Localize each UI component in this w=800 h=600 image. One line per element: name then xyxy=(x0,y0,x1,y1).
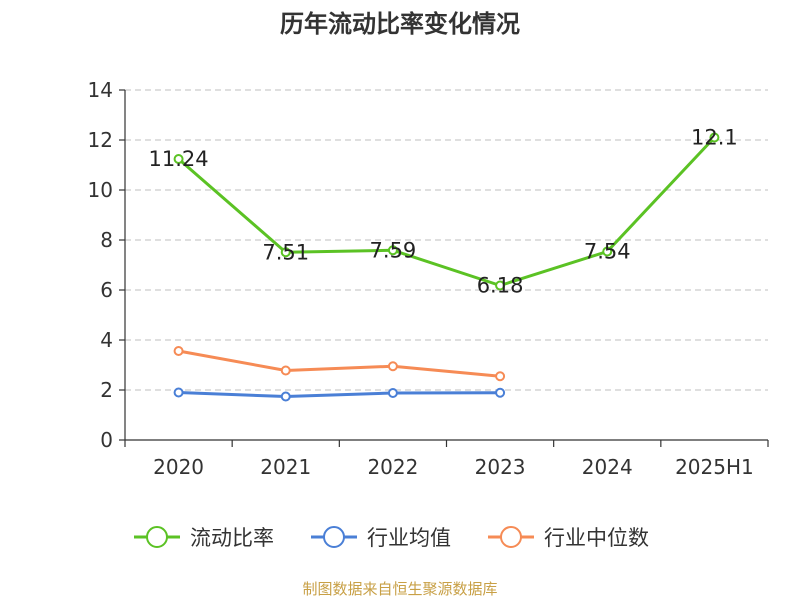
data-point xyxy=(602,246,613,257)
data-label: 7.51 xyxy=(262,240,309,264)
legend-label: 行业中位数 xyxy=(544,526,649,550)
data-label: 6.18 xyxy=(477,274,524,298)
legend-swatch-marker xyxy=(323,526,345,548)
x-tick-label: 2025H1 xyxy=(675,455,754,479)
y-tick-label: 12 xyxy=(88,128,113,152)
data-label: 7.54 xyxy=(584,240,631,264)
y-tick-label: 14 xyxy=(88,78,113,102)
data-point xyxy=(387,388,398,398)
series-line-0 xyxy=(177,136,716,287)
series-lines xyxy=(173,132,720,402)
gridlines xyxy=(125,89,768,391)
x-tick-label: 2024 xyxy=(582,455,633,479)
data-point xyxy=(280,365,291,376)
data-label: 12.1 xyxy=(691,126,738,150)
data-point xyxy=(280,391,291,402)
legend-label: 行业均值 xyxy=(367,526,451,550)
chart-title: 历年流动比率变化情况 xyxy=(280,10,520,38)
legend-item-2[interactable]: 行业中位数 xyxy=(488,526,649,550)
data-point xyxy=(709,132,720,143)
legend-swatch-marker xyxy=(500,526,522,548)
data-point xyxy=(387,361,398,372)
y-tick-label: 10 xyxy=(88,178,113,202)
source-note: 制图数据来自恒生聚源数据库 xyxy=(302,580,497,598)
y-tick-label: 2 xyxy=(100,378,113,402)
data-point xyxy=(173,154,184,164)
data-point xyxy=(495,387,506,398)
data-point xyxy=(173,346,184,356)
legend-swatch-marker xyxy=(146,526,168,548)
y-tick-label: 0 xyxy=(100,428,113,452)
data-point xyxy=(173,387,184,398)
x-tick-label: 2021 xyxy=(260,455,311,479)
data-point xyxy=(387,245,398,256)
legend[interactable]: 流动比率 行业均值 行业中位数 xyxy=(134,526,649,550)
x-tick-label: 2022 xyxy=(367,455,418,479)
y-tick-label: 6 xyxy=(100,278,113,302)
legend-label: 流动比率 xyxy=(190,526,274,550)
data-point xyxy=(495,371,506,382)
y-tick-label: 4 xyxy=(100,328,113,352)
legend-item-0[interactable]: 流动比率 xyxy=(134,526,274,550)
data-label: 11.24 xyxy=(149,147,209,171)
data-point xyxy=(280,247,291,258)
legend-item-1[interactable]: 行业均值 xyxy=(311,526,451,550)
axes: 0 2 4 6 8 10 12 14 2020 2021 2022 2023 2024 2025H1 xyxy=(88,78,769,479)
data-point xyxy=(495,280,506,291)
series-line-1 xyxy=(178,391,501,398)
y-tick-label: 8 xyxy=(100,228,113,252)
x-tick-label: 2023 xyxy=(475,455,526,479)
x-tick-label: 2020 xyxy=(153,455,204,479)
data-label: 7.59 xyxy=(370,238,417,262)
series-line-2 xyxy=(178,349,501,378)
data-labels: 11.24 7.51 7.59 6.18 7.54 12.1 xyxy=(149,126,738,298)
